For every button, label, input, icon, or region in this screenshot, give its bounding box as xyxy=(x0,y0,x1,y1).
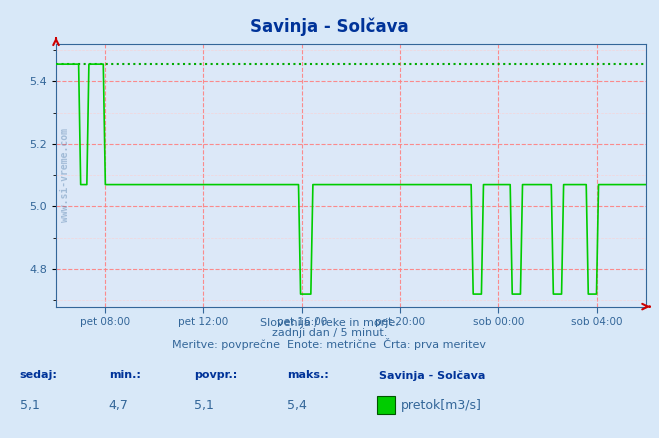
Text: min.:: min.: xyxy=(109,370,140,380)
Text: 5,1: 5,1 xyxy=(194,399,214,412)
Text: Savinja - Solčava: Savinja - Solčava xyxy=(379,370,485,381)
Text: www.si-vreme.com: www.si-vreme.com xyxy=(60,128,70,222)
Text: Savinja - Solčava: Savinja - Solčava xyxy=(250,18,409,36)
Text: zadnji dan / 5 minut.: zadnji dan / 5 minut. xyxy=(272,328,387,338)
Text: 5,1: 5,1 xyxy=(20,399,40,412)
Text: Slovenija / reke in morje.: Slovenija / reke in morje. xyxy=(260,318,399,328)
Text: 5,4: 5,4 xyxy=(287,399,306,412)
Text: pretok[m3/s]: pretok[m3/s] xyxy=(401,399,482,412)
Text: 4,7: 4,7 xyxy=(109,399,129,412)
Text: Meritve: povprečne  Enote: metrične  Črta: prva meritev: Meritve: povprečne Enote: metrične Črta:… xyxy=(173,338,486,350)
Text: maks.:: maks.: xyxy=(287,370,328,380)
Text: sedaj:: sedaj: xyxy=(20,370,57,380)
Text: povpr.:: povpr.: xyxy=(194,370,238,380)
